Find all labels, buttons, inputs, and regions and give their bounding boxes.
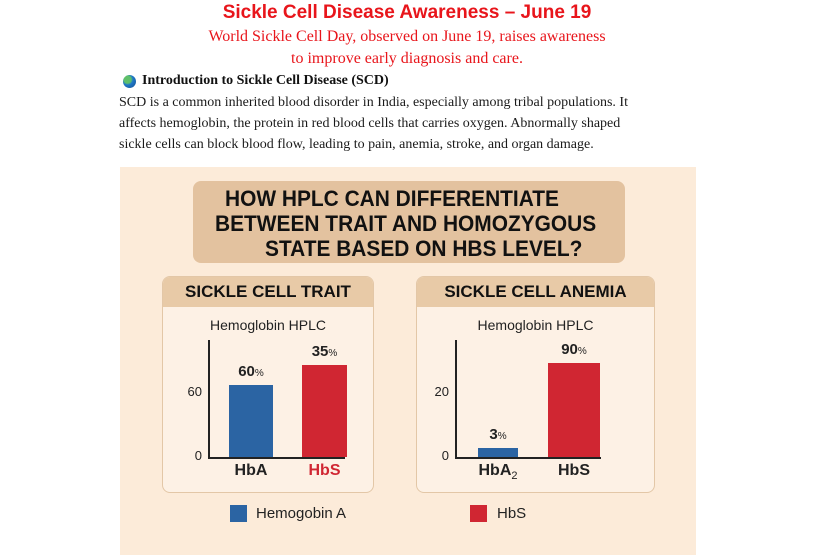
category-label: HbA2	[478, 462, 518, 483]
intro-body-line: SCD is a common inherited blood disorder…	[119, 95, 628, 110]
question-line: HOW HPLC CAN DIFFERENTIATE	[225, 186, 559, 211]
value-label: 3%	[489, 426, 507, 443]
panel-sickle-cell-anemia: SICKLE CELL ANEMIA Hemoglobin HPLC 0 20 3% Hb…	[416, 276, 655, 493]
bar-hba	[478, 448, 518, 457]
question-banner: HOW HPLC CAN DIFFERENTIATE BETWEEN TRAIT…	[193, 181, 625, 263]
y-axis	[208, 340, 210, 459]
intro-heading: Introduction to Sickle Cell Disease (SCD…	[123, 73, 389, 89]
chart-title: Hemoglobin HPLC	[477, 317, 594, 333]
bar-hbs	[302, 365, 347, 457]
panel-header: SICKLE CELL ANEMIA	[417, 277, 654, 307]
intro-body-line: affects hemoglobin, the protein in red b…	[119, 116, 621, 131]
y-tick-label: 20	[434, 384, 449, 399]
y-tick-label: 60	[187, 384, 202, 399]
question-line: STATE BASED ON HBS LEVEL?	[265, 236, 583, 261]
panel-sickle-cell-trait: SICKLE CELL TRAIT Hemoglobin HPLC 0 60 60% Hb…	[162, 276, 374, 493]
panel-header: SICKLE CELL TRAIT	[163, 277, 373, 307]
intro-body-line: sickle cells can block blood flow, leadi…	[119, 137, 594, 152]
subtitle-line-1: World Sickle Cell Day, observed on June …	[208, 28, 606, 45]
bar-hba	[229, 385, 273, 457]
page-title: Sickle Cell Disease Awareness – June 19	[222, 2, 592, 23]
value-label: 90%	[561, 341, 587, 358]
subtitle-line-2: to improve early diagnosis and care.	[291, 50, 523, 67]
legend-swatch-hbs	[470, 505, 487, 522]
category-label: HbS	[308, 462, 341, 479]
category-label: HbA	[234, 462, 268, 479]
chart-title: Hemoglobin HPLC	[210, 317, 326, 333]
value-label: 35%	[311, 343, 338, 360]
y-axis	[455, 340, 457, 459]
y-tick-label: 0	[194, 448, 202, 463]
hplc-infographic: HOW HPLC CAN DIFFERENTIATE BETWEEN TRAIT…	[120, 167, 696, 555]
globe-icon	[123, 74, 136, 88]
legend-swatch-hba	[230, 505, 247, 522]
x-axis	[208, 457, 345, 459]
category-label: HbS	[558, 462, 590, 479]
x-axis	[455, 457, 601, 459]
value-label: 60%	[238, 363, 264, 380]
question-line: BETWEEN TRAIT AND HOMOZYGOUS	[215, 211, 597, 236]
legend-label-hba: Hemogobin A	[256, 505, 347, 522]
bar-hbs	[548, 363, 600, 457]
legend-label-hbs: HbS	[497, 505, 527, 522]
intro-heading-text: Introduction to Sickle Cell Disease (SCD…	[142, 73, 389, 88]
y-tick-label: 0	[441, 448, 449, 463]
